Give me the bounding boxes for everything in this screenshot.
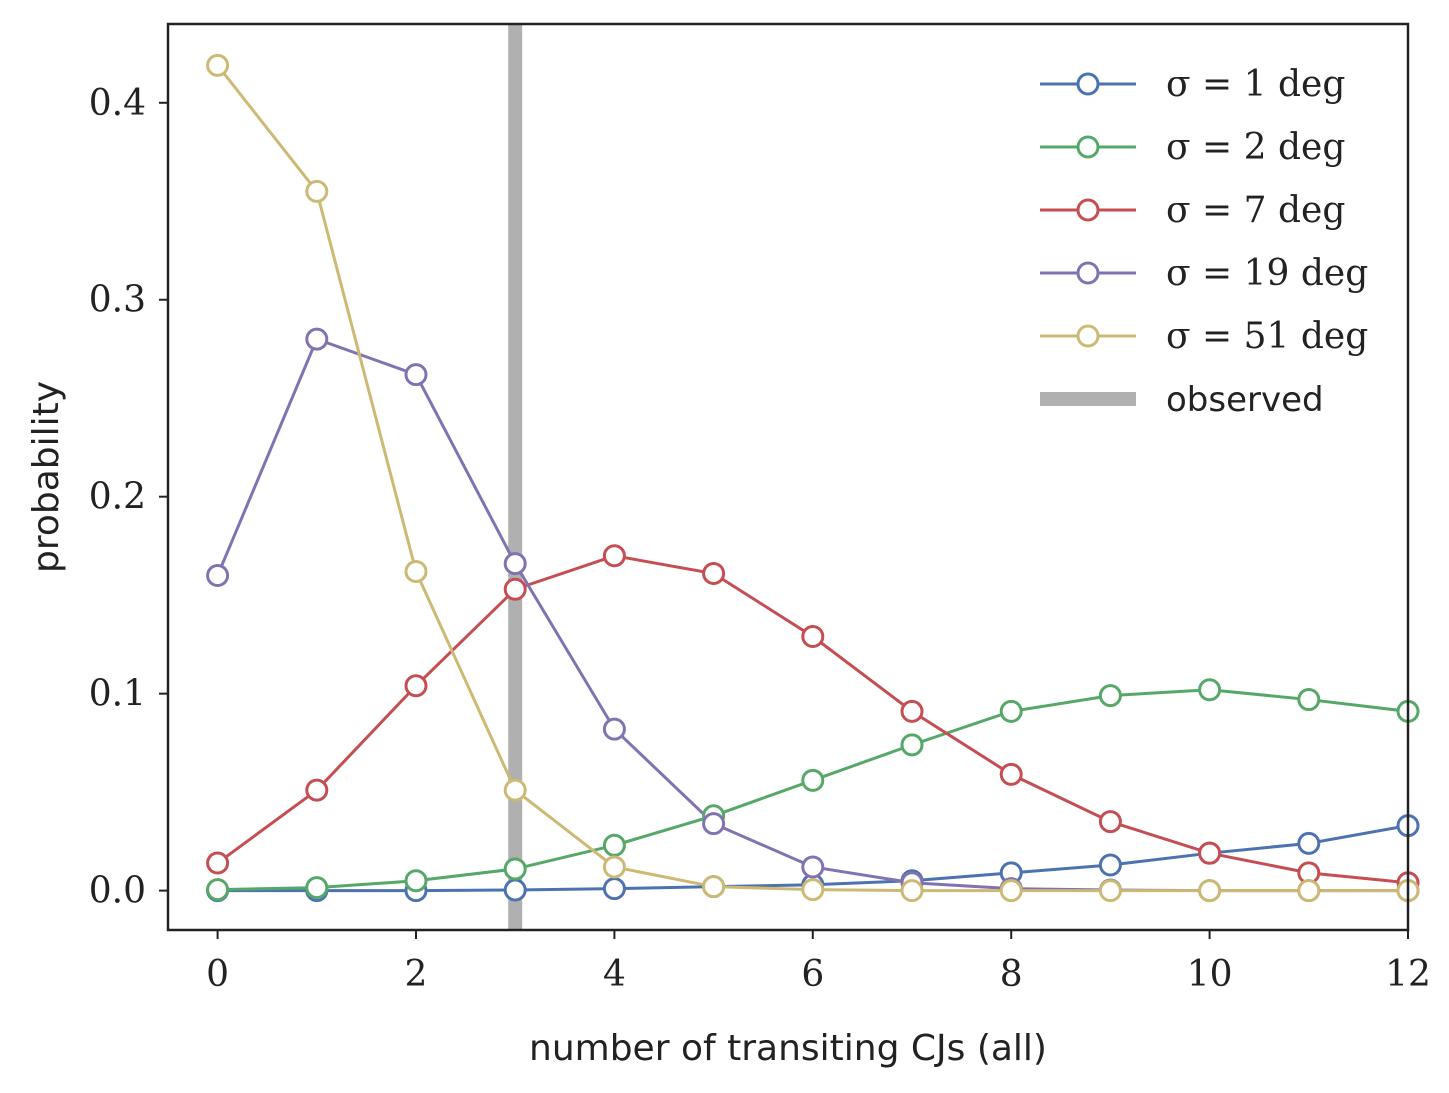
series-2-point-1 [305, 778, 329, 802]
series-2-point-7 [900, 699, 924, 723]
legend-label-2: σ = 7 deg [1166, 190, 1345, 231]
series-4-point-9 [1098, 879, 1122, 903]
series-1-point-9 [1098, 684, 1122, 708]
series-1-point-10 [1198, 678, 1222, 702]
x-axis-label: number of transiting CJs (all) [529, 1028, 1047, 1069]
series-3-point-2 [404, 363, 428, 387]
series-4-point-11 [1297, 879, 1321, 903]
plot-frame [166, 22, 1410, 932]
series-1-point-7 [900, 733, 924, 757]
legend: σ = 1 deg σ = 2 deg σ = 7 deg σ = 19 deg σ =… [1040, 64, 1368, 420]
series-3-point-4 [602, 717, 626, 741]
x-axis-ticks: 0 2 4 6 8 10 12 [206, 930, 1431, 995]
legend-marker-1 [1076, 135, 1100, 159]
series-2-point-9 [1098, 810, 1122, 834]
x-tick-label: 8 [1000, 954, 1023, 995]
series-1-point-3 [503, 857, 527, 881]
x-tick-label: 2 [405, 954, 428, 995]
y-tick-label: 0.0 [89, 871, 146, 912]
series-1-point-11 [1297, 688, 1321, 712]
series-4-point-7 [900, 879, 924, 903]
series-0-point-11 [1297, 831, 1321, 855]
legend-marker-4 [1076, 324, 1100, 348]
series-4-point-1 [305, 179, 329, 203]
series-1-point-6 [801, 768, 825, 792]
legend-marker-2 [1076, 198, 1100, 222]
series-4-point-4 [602, 855, 626, 879]
series-2-point-5 [702, 562, 726, 586]
series-0-point-4 [602, 877, 626, 901]
legend-label-observed: observed [1166, 380, 1324, 420]
y-tick-label: 0.2 [89, 477, 146, 518]
series-2-point-0 [206, 851, 230, 875]
series-3-point-6 [801, 855, 825, 879]
series-2-point-3 [503, 577, 527, 601]
series-1-point-1 [305, 876, 329, 900]
y-axis-ticks: 0.0 0.1 0.2 0.3 0.4 [89, 83, 168, 912]
series-2-point-6 [801, 625, 825, 649]
x-tick-label: 6 [801, 954, 824, 995]
series-1-point-2 [404, 869, 428, 893]
series-4-point-3 [503, 778, 527, 802]
x-tick-label: 12 [1385, 954, 1431, 995]
y-tick-label: 0.1 [89, 674, 146, 715]
series-1-point-8 [999, 699, 1023, 723]
series-3-point-3 [503, 552, 527, 576]
series-4-point-5 [702, 875, 726, 899]
y-axis-label: probability [26, 381, 67, 573]
series-0-point-3 [503, 878, 527, 902]
legend-label-0: σ = 1 deg [1166, 64, 1345, 105]
series-3-point-1 [305, 327, 329, 351]
legend-marker-3 [1076, 261, 1100, 285]
y-tick-label: 0.3 [89, 280, 146, 321]
series-1-point-4 [602, 833, 626, 857]
x-tick-label: 0 [206, 954, 229, 995]
legend-label-3: σ = 19 deg [1166, 253, 1368, 294]
series-1-point-0 [206, 878, 230, 902]
y-tick-label: 0.4 [89, 83, 146, 124]
series-2-point-10 [1198, 841, 1222, 865]
legend-marker-0 [1076, 72, 1100, 96]
series-4-point-6 [801, 878, 825, 902]
x-tick-label: 4 [603, 954, 626, 995]
x-tick-label: 10 [1187, 954, 1233, 995]
series-4-point-8 [999, 879, 1023, 903]
series-4-point-0 [206, 53, 230, 77]
series-2-point-8 [999, 762, 1023, 786]
series-4-point-2 [404, 560, 428, 584]
legend-label-1: σ = 2 deg [1166, 127, 1345, 168]
series-3-point-5 [702, 812, 726, 836]
series-2-point-4 [602, 544, 626, 568]
series-3-point-0 [206, 563, 230, 587]
series-0-point-9 [1098, 853, 1122, 877]
series-2-point-2 [404, 674, 428, 698]
series-4-point-10 [1198, 879, 1222, 903]
legend-label-4: σ = 51 deg [1166, 316, 1368, 357]
